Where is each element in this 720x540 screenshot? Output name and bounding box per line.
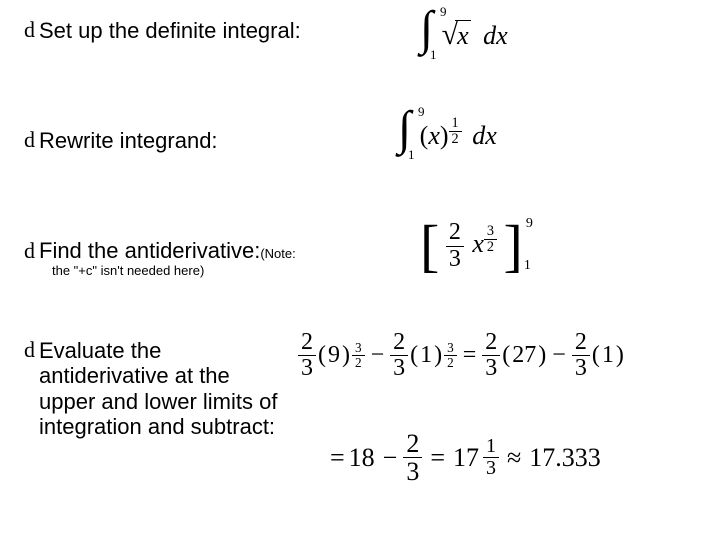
math-eval-line1: 23 (9)32 − 23 (1)32 = 23 (27) − 23 (1): [298, 330, 624, 381]
bullet-icon: d: [24, 18, 35, 42]
step-evaluate-label: Evaluate the antiderivative at the upper…: [39, 338, 284, 439]
exp-num: 1: [449, 116, 462, 132]
base: x: [472, 229, 484, 258]
dx: dx: [472, 121, 497, 150]
n: 2: [403, 430, 422, 458]
step-antiderivative-row: d Find the antiderivative:(Note: the "+c…: [24, 238, 700, 278]
en: 3: [352, 341, 365, 356]
step-rewrite-row: d Rewrite integrand:: [24, 128, 700, 153]
step-rewrite-label: Rewrite integrand:: [39, 128, 218, 153]
math-antiderivative: [ 23 x32 ] 9 1: [420, 220, 523, 272]
dx: dx: [483, 21, 508, 50]
base: x: [428, 121, 440, 150]
step-setup-row: d Set up the definite integral:: [24, 18, 700, 43]
int-lower: 1: [430, 47, 437, 63]
rint: 17: [453, 443, 479, 473]
n: 2: [572, 330, 590, 356]
coef-den: 3: [446, 247, 464, 272]
exp-den: 2: [449, 132, 462, 147]
b: 1: [420, 342, 432, 369]
step-setup: d Set up the definite integral:: [24, 18, 324, 43]
rd: 3: [483, 458, 499, 479]
n: 2: [482, 330, 500, 356]
bullet-icon: d: [24, 239, 35, 263]
v: 1: [602, 342, 614, 369]
step-setup-label: Set up the definite integral:: [39, 18, 301, 43]
radicand: x: [457, 21, 469, 50]
bullet-icon: d: [24, 338, 35, 362]
b: 9: [328, 342, 340, 369]
d: 3: [298, 356, 316, 381]
coef-num: 2: [446, 220, 464, 246]
step-evaluate: d Evaluate the antiderivative at the upp…: [24, 338, 284, 439]
n: 2: [298, 330, 316, 356]
en: 3: [444, 341, 457, 356]
bullet-icon: d: [24, 128, 35, 152]
math-setup-integral: ∫ 9 1 √x dx: [420, 10, 508, 52]
exp-den: 2: [484, 240, 497, 255]
sqrt-icon: √x: [442, 18, 471, 52]
bracket-upper: 9: [526, 216, 533, 232]
math-rewrite: ∫ 9 1 (x)12 dx: [398, 110, 497, 151]
int-lower: 1: [408, 147, 415, 163]
step-rewrite: d Rewrite integrand:: [24, 128, 324, 153]
step-antideriv-note2: the "+c" isn't needed here): [52, 263, 204, 278]
d: 3: [572, 356, 590, 381]
n: 2: [390, 330, 408, 356]
ed: 2: [444, 356, 457, 370]
d: 3: [482, 356, 500, 381]
step-antideriv-label: Find the antiderivative:(Note:: [39, 238, 296, 263]
exp-num: 3: [484, 224, 497, 240]
math-eval-line2: = 18 − 23 = 17 13 ≈ 17.333: [330, 430, 601, 486]
t1: 18: [349, 443, 375, 473]
note-inline: (Note:: [260, 246, 295, 261]
int-upper: 9: [418, 104, 425, 120]
v: 27: [512, 342, 536, 369]
ed: 2: [352, 356, 365, 370]
approx: 17.333: [529, 443, 601, 473]
rn: 1: [483, 436, 499, 458]
d: 3: [403, 458, 422, 485]
bracket-lower: 1: [524, 258, 531, 274]
d: 3: [390, 356, 408, 381]
step-antiderivative: d Find the antiderivative:(Note: the "+c…: [24, 238, 324, 278]
label-prefix: Find the antiderivative:: [39, 238, 260, 263]
